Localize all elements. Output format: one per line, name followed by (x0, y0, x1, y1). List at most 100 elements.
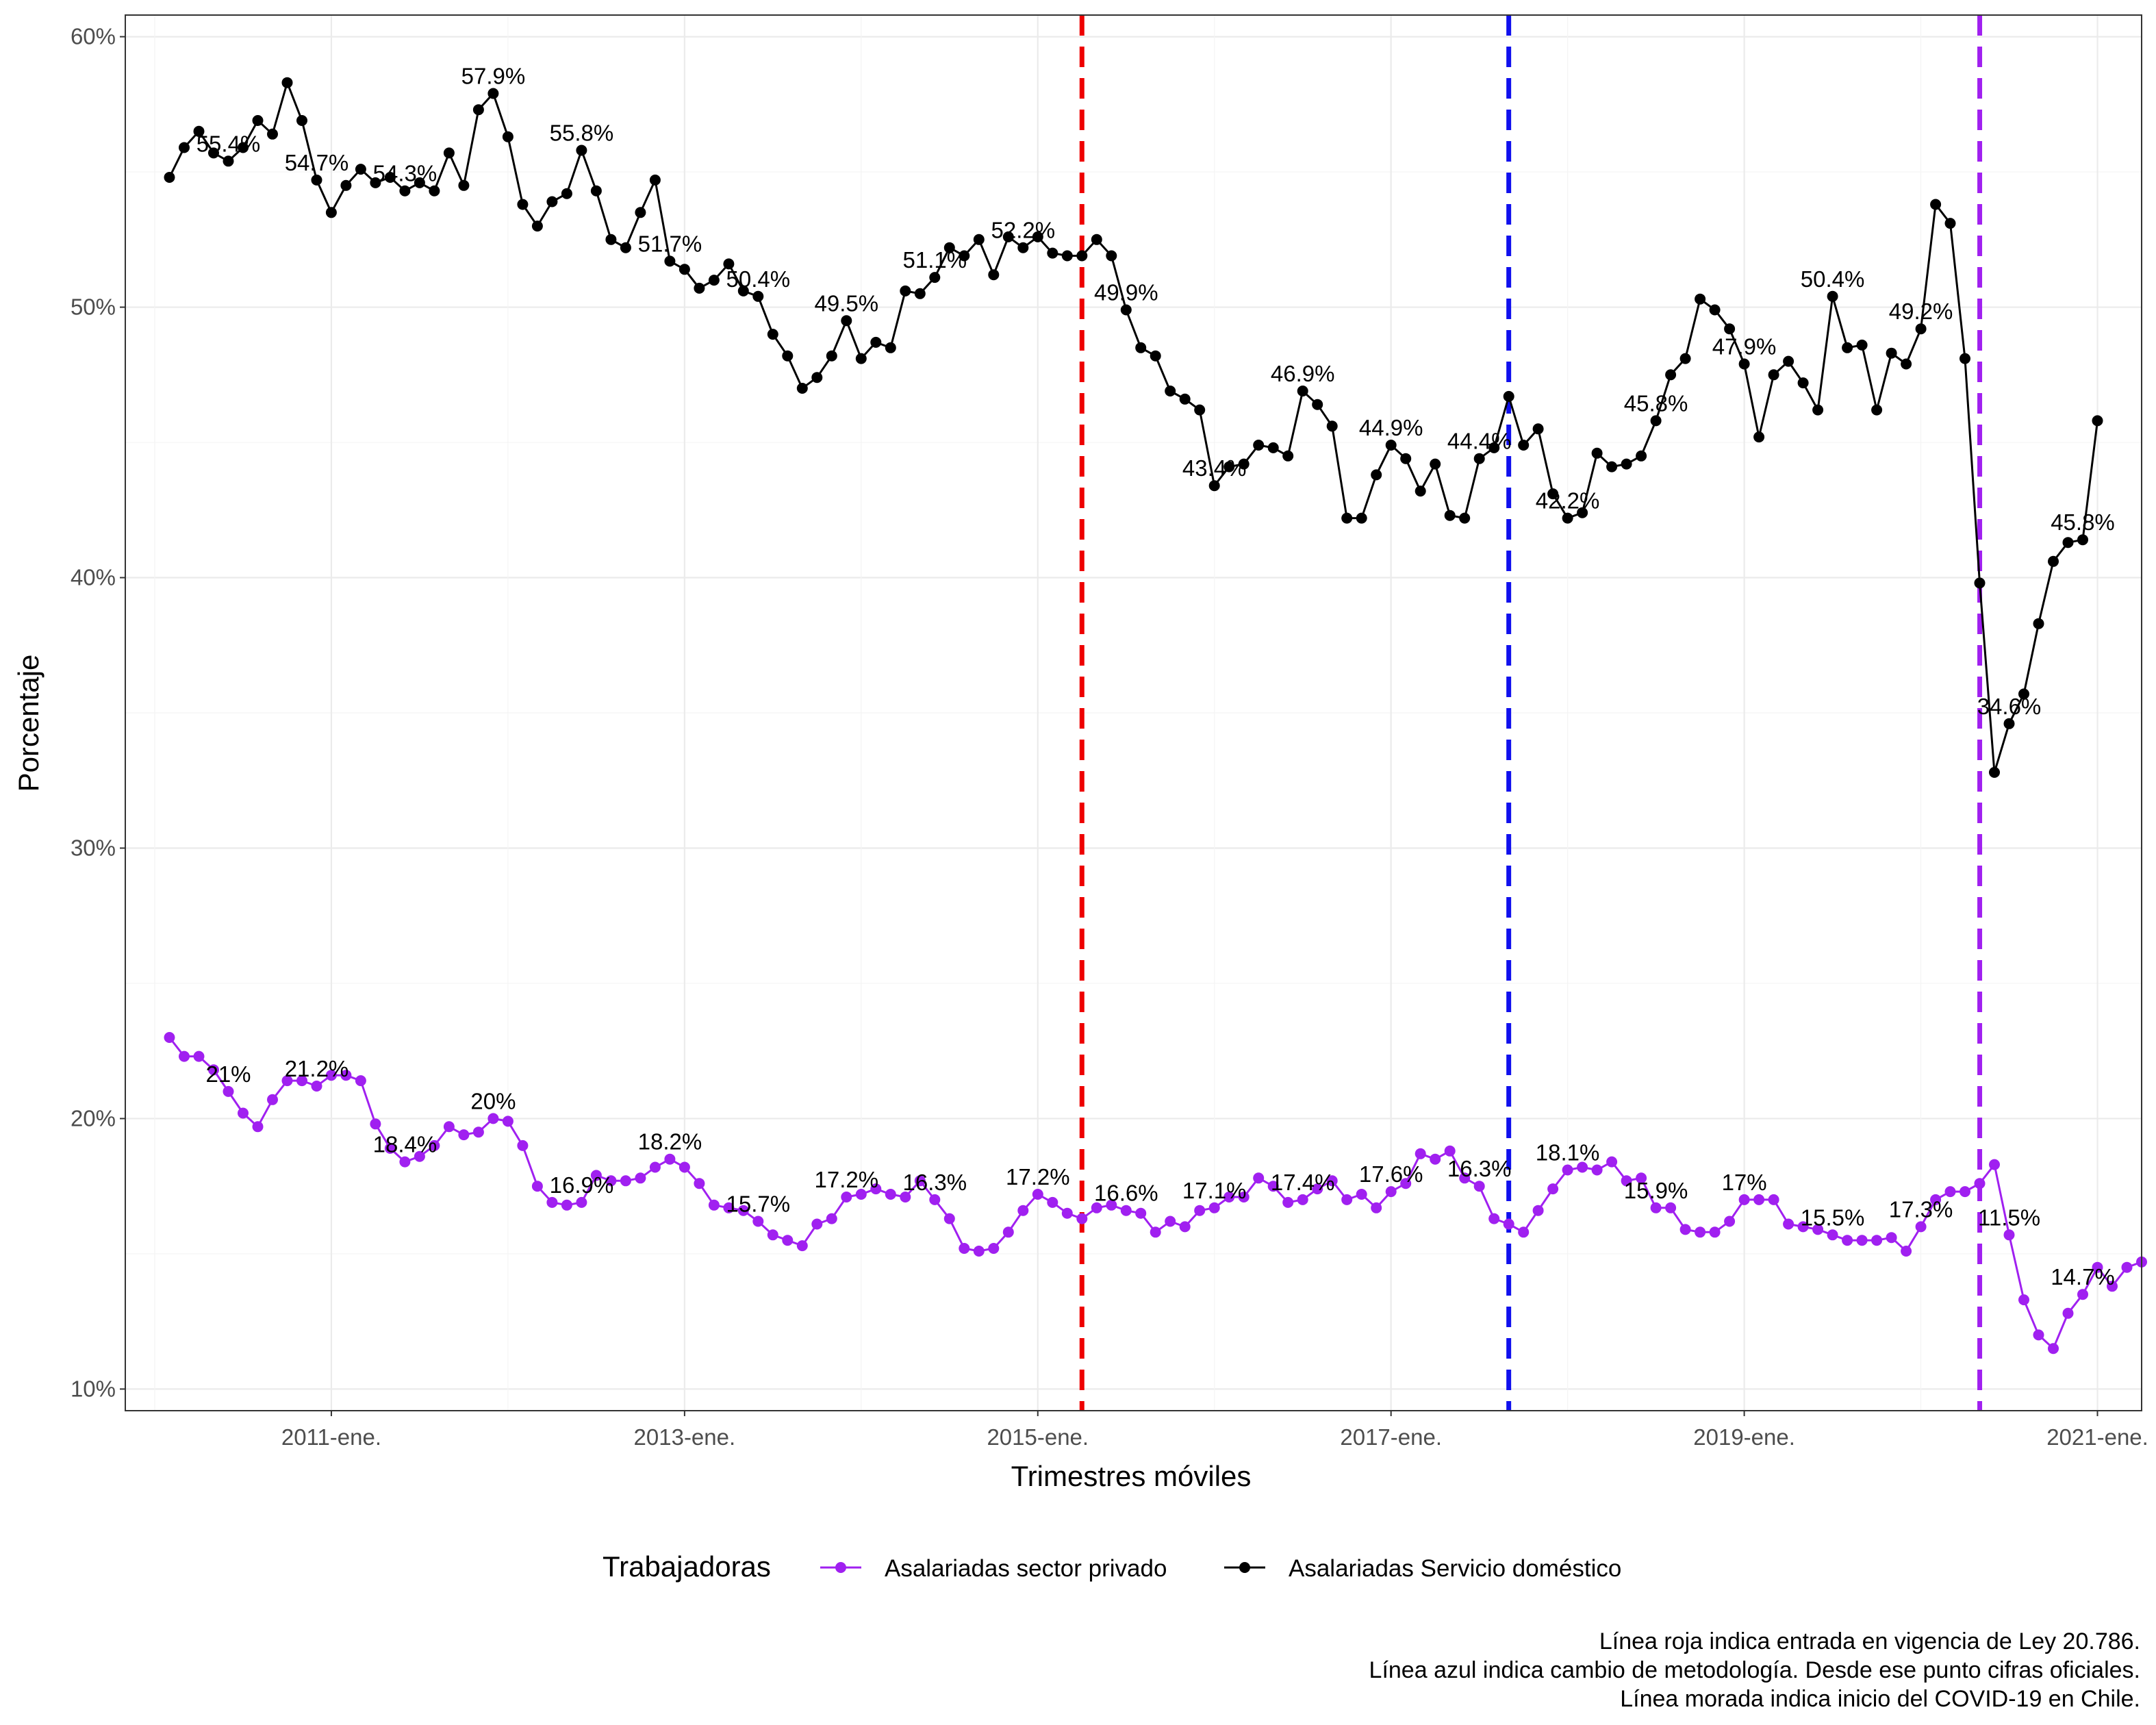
data-point (1150, 350, 1161, 362)
data-point (1312, 1183, 1323, 1195)
data-point (2003, 718, 2015, 729)
data-point (708, 1199, 720, 1211)
data-point (826, 350, 837, 362)
reference-lines (1079, 15, 1983, 1411)
x-tick-label: 2015-ene. (987, 1424, 1089, 1450)
data-point (193, 125, 205, 137)
data-label: 49.2% (1889, 299, 1953, 324)
data-point (443, 147, 455, 159)
data-point (1944, 1186, 1956, 1198)
data-point (1591, 1164, 1603, 1176)
data-point (1738, 1194, 1750, 1205)
data-point (973, 234, 985, 245)
data-point (370, 1118, 381, 1130)
data-point (900, 285, 911, 297)
caption: Línea roja indica entrada en vigencia de… (1369, 1628, 2140, 1712)
data-point (1783, 355, 1794, 367)
data-point (1356, 512, 1367, 524)
data-point (1915, 323, 1927, 335)
data-point (1208, 1202, 1220, 1213)
data-point (2092, 415, 2103, 427)
data-label: 54.7% (285, 150, 349, 175)
data-point (1974, 577, 1986, 589)
data-label: 11.5% (1978, 1205, 2040, 1230)
data-point (472, 104, 484, 116)
data-label: 17.2% (815, 1167, 879, 1192)
data-point (1017, 1205, 1029, 1216)
data-label: 18.2% (638, 1129, 702, 1155)
data-label: 44.9% (1359, 415, 1423, 440)
data-point (267, 1094, 278, 1105)
data-point (1960, 1186, 1970, 1198)
data-point (1812, 1224, 1824, 1235)
data-point (531, 221, 543, 232)
data-point (1679, 353, 1691, 364)
data-point (384, 1142, 396, 1154)
data-label: 51.1% (903, 247, 967, 273)
data-point (1253, 1172, 1265, 1184)
data-point (1238, 458, 1250, 470)
data-point (517, 1139, 529, 1151)
data-point (1518, 440, 1530, 451)
data-point (914, 1175, 926, 1187)
data-point (1930, 199, 1942, 210)
data-point (1915, 1221, 1927, 1233)
data-label: 43.4% (1182, 455, 1247, 481)
data-point (2092, 1261, 2103, 1273)
data-point (1076, 250, 1088, 262)
data-point (1547, 1183, 1559, 1195)
data-point (2003, 1229, 2015, 1241)
data-point (1091, 234, 1102, 245)
data-label: 55.4% (196, 131, 261, 156)
data-point (855, 1189, 867, 1200)
data-point (1282, 1196, 1294, 1208)
data-point (1282, 450, 1294, 462)
data-label: 46.9% (1271, 361, 1335, 386)
data-point (429, 185, 440, 197)
data-point (487, 88, 499, 99)
data-point (1679, 1224, 1691, 1235)
data-point (502, 131, 513, 142)
data-point (1194, 404, 1206, 416)
data-point (1871, 404, 1883, 416)
data-label: 57.9% (461, 64, 526, 89)
y-tick-label: 40% (71, 565, 116, 590)
data-point (1165, 1216, 1176, 1227)
data-point (1753, 431, 1765, 443)
legend-label-sector-privado: Asalariadas sector privado (885, 1555, 1167, 1582)
data-point (1061, 1207, 1073, 1219)
data-point (1901, 1246, 1912, 1257)
data-point (635, 1172, 646, 1184)
data-labels: 55.4% 54.7% 54.3% 57.9% 55.8% 51.7% 50.4% 49.5%… (196, 64, 2115, 1290)
data-point (1032, 1189, 1043, 1200)
data-point (281, 77, 293, 88)
data-point (1562, 1164, 1573, 1176)
data-point (487, 1113, 499, 1124)
data-point (590, 185, 602, 197)
data-point (1297, 1194, 1308, 1205)
data-point (325, 1070, 337, 1081)
data-point (2062, 537, 2074, 549)
data-label: 45.8% (1624, 390, 1688, 416)
data-point (1738, 358, 1750, 370)
data-label: 52.2% (991, 218, 1056, 243)
data-point (546, 196, 558, 207)
data-point (1503, 1218, 1514, 1230)
data-point (414, 177, 425, 188)
data-point (1473, 1181, 1485, 1192)
data-point (723, 258, 735, 270)
data-point (1650, 1202, 1662, 1213)
data-label: 55.8% (550, 121, 614, 146)
data-point (1944, 218, 1956, 229)
data-point (2077, 534, 2088, 546)
data-point (296, 1075, 307, 1087)
data-point (1061, 250, 1073, 262)
data-point (340, 179, 352, 191)
data-point (943, 1213, 955, 1224)
data-point (193, 1050, 205, 1062)
y-axis-title: Porcentaje (12, 655, 45, 792)
data-point (694, 282, 705, 294)
legend-label-servicio-domestico: Asalariadas Servicio doméstico (1289, 1555, 1621, 1582)
data-point (2121, 1261, 2133, 1273)
data-point (649, 174, 661, 186)
